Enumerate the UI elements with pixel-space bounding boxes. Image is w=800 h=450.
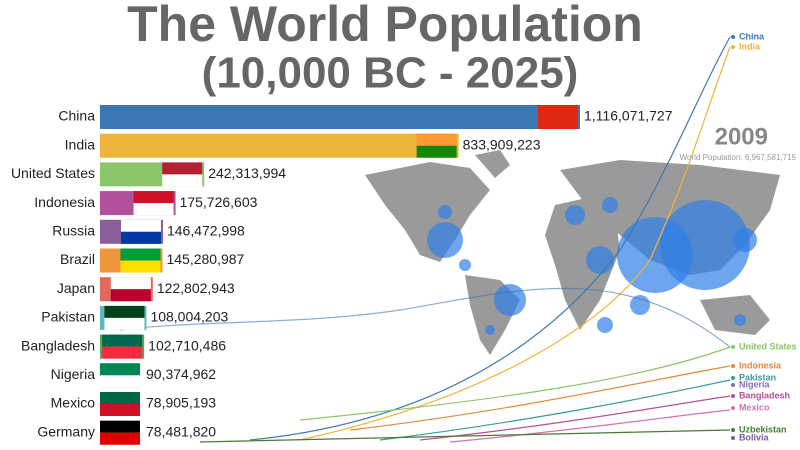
category-label: India bbox=[65, 136, 96, 152]
category-label: United States bbox=[11, 165, 95, 181]
line-label: Bolivia bbox=[739, 432, 770, 442]
flag bbox=[110, 277, 151, 290]
flag bbox=[104, 317, 145, 330]
flag bbox=[120, 248, 161, 261]
value-label: 122,802,943 bbox=[157, 280, 235, 296]
line-label: Bangladesh bbox=[739, 390, 790, 400]
line-end-dot bbox=[731, 394, 735, 398]
flag bbox=[100, 404, 140, 416]
flag bbox=[120, 260, 161, 273]
line-end-dot bbox=[731, 45, 735, 49]
value-label: 78,481,820 bbox=[146, 423, 216, 439]
total-label: World Population: 6,967,581,715 bbox=[680, 153, 797, 162]
line-end-dot bbox=[731, 406, 735, 410]
category-label: Germany bbox=[37, 423, 95, 439]
year-label: 2009 bbox=[715, 123, 768, 150]
line-end-dot bbox=[731, 345, 735, 349]
value-label: 833,909,223 bbox=[463, 136, 541, 152]
flag bbox=[100, 392, 140, 404]
value-label: 175,726,603 bbox=[180, 194, 258, 210]
flag bbox=[100, 375, 140, 388]
category-label: Brazil bbox=[60, 251, 95, 267]
category-label: China bbox=[58, 108, 95, 124]
value-label: 1,116,071,727 bbox=[584, 108, 673, 124]
value-label: 78,905,193 bbox=[146, 395, 216, 411]
category-label: Mexico bbox=[51, 395, 96, 411]
line-label: Mexico bbox=[739, 402, 770, 412]
flag bbox=[120, 219, 161, 232]
line-label: Uzbekistan bbox=[739, 424, 787, 434]
line-end-dot bbox=[731, 436, 735, 440]
bar bbox=[100, 133, 459, 158]
value-label: 242,313,994 bbox=[208, 165, 286, 181]
flag bbox=[104, 305, 145, 318]
category-label: Russia bbox=[52, 223, 95, 239]
line-end-dot bbox=[731, 376, 735, 380]
line-label: United States bbox=[739, 341, 797, 351]
line-label: Pakistan bbox=[739, 372, 776, 382]
chart-subtitle: (10,000 BC - 2025) bbox=[202, 49, 579, 98]
flag bbox=[133, 203, 174, 216]
line-end-dot bbox=[731, 364, 735, 368]
flag bbox=[102, 346, 143, 359]
category-label: Bangladesh bbox=[21, 337, 95, 353]
line-label: India bbox=[739, 41, 761, 51]
flag bbox=[162, 162, 203, 175]
line-end-dot bbox=[731, 383, 735, 387]
category-label: Indonesia bbox=[34, 194, 95, 210]
flag bbox=[100, 432, 140, 445]
flag bbox=[110, 289, 151, 302]
flag bbox=[100, 420, 140, 433]
value-label: 90,374,962 bbox=[146, 366, 216, 382]
line-label: Indonesia bbox=[739, 360, 782, 370]
value-label: 102,710,486 bbox=[148, 337, 226, 353]
flag bbox=[538, 117, 578, 129]
line-label: Nigeria bbox=[739, 379, 771, 389]
chart-title: The World Population bbox=[127, 0, 643, 52]
line-label: China bbox=[739, 31, 765, 41]
value-label: 108,004,203 bbox=[150, 309, 228, 325]
line-end-dot bbox=[731, 428, 735, 432]
flag bbox=[538, 105, 578, 117]
flag bbox=[120, 231, 161, 244]
category-label: Pakistan bbox=[41, 309, 95, 325]
flag bbox=[416, 133, 457, 146]
flag bbox=[102, 334, 143, 347]
flag bbox=[100, 363, 140, 376]
bar bbox=[100, 105, 580, 129]
value-label: 146,472,998 bbox=[167, 223, 245, 239]
map-bubbles bbox=[427, 197, 757, 335]
flag bbox=[162, 174, 203, 187]
flag bbox=[416, 145, 457, 158]
flag bbox=[133, 191, 174, 204]
value-label: 145,280,987 bbox=[166, 251, 244, 267]
category-label: Japan bbox=[57, 280, 95, 296]
line-end-dot bbox=[731, 35, 735, 39]
category-label: Nigeria bbox=[51, 366, 96, 382]
trend-lines bbox=[119, 36, 731, 443]
